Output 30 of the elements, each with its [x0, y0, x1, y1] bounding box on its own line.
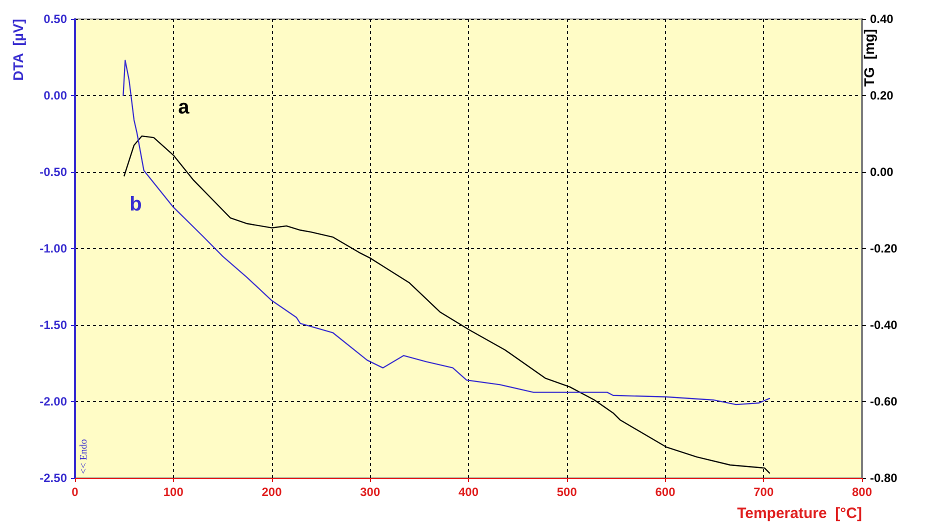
y2-tick-label: -0.60	[870, 394, 898, 408]
x-tick-label: 600	[655, 485, 676, 499]
y2-tick-label: -0.80	[870, 471, 898, 485]
y2-tick-label: 0.20	[870, 88, 894, 102]
series-label: b	[130, 194, 142, 216]
x-tick-label: 700	[754, 485, 774, 499]
y-tick-label: -1.00	[40, 242, 68, 256]
y-tick-label: 0.50	[44, 12, 68, 26]
y2-tick-label: 0.40	[870, 12, 894, 26]
x-tick-label: 300	[360, 485, 380, 499]
y2-tick-label: -0.40	[870, 318, 898, 332]
x-tick-label: 800	[852, 485, 872, 499]
x-tick-label: 400	[458, 485, 479, 499]
y-tick-label: -2.00	[40, 394, 68, 408]
y-tick-label: -2.50	[40, 471, 68, 485]
x-tick-label: 200	[262, 485, 282, 499]
annotation: << Endo	[78, 439, 90, 474]
y-tick-label: 0.00	[44, 88, 68, 102]
x-tick-label: 0	[72, 485, 79, 499]
x-tick-label: 500	[556, 485, 578, 499]
y-axis-title: DTA [µV]	[10, 19, 26, 81]
y-tick-label: -1.50	[40, 318, 68, 332]
y2-axis-title: TG [mg]	[861, 29, 877, 87]
series-label: a	[178, 96, 190, 119]
y-tick-label: -0.50	[40, 165, 68, 179]
y2-tick-label: -0.20	[870, 242, 898, 256]
x-tick-label: 100	[163, 485, 184, 499]
line-series	[122, 60, 770, 406]
y2-tick-label: 0.00	[870, 165, 894, 179]
x-axis-title: Temperature [°C]	[737, 505, 862, 522]
